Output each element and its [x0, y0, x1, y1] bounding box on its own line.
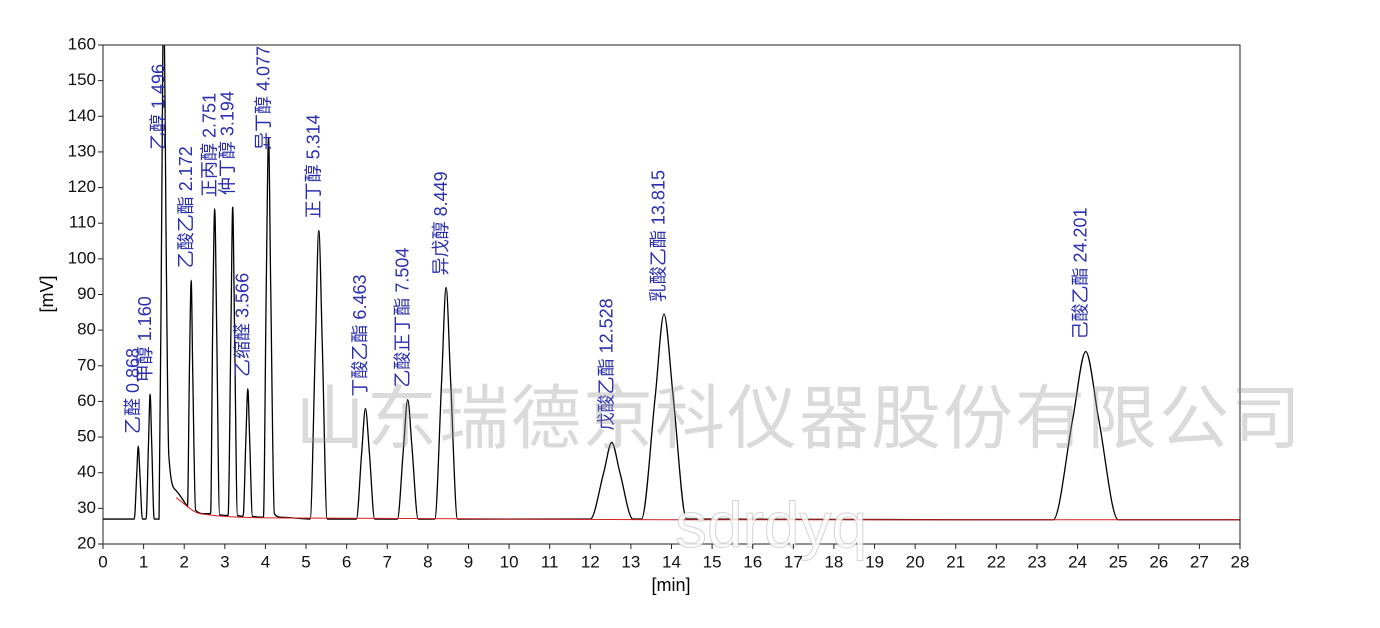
- x-tick-label: 9: [464, 552, 473, 571]
- y-tick-label: 140: [68, 106, 96, 125]
- x-tick-label: 14: [662, 552, 681, 571]
- y-tick-label: 50: [77, 427, 96, 446]
- peak-label: 丁酸乙酯 6.463: [350, 275, 370, 397]
- x-tick-label: 8: [423, 552, 432, 571]
- y-tick-label: 80: [77, 320, 96, 339]
- x-tick-label: 6: [342, 552, 351, 571]
- baseline-trace: [175, 497, 1240, 521]
- peak-label: 乙酸正丁酯 7.504: [392, 248, 412, 388]
- x-tick-label: 15: [703, 552, 722, 571]
- x-tick-label: 25: [1109, 552, 1128, 571]
- peak-label: 乳酸乙酯 13.815: [649, 170, 669, 302]
- x-tick-label: 5: [301, 552, 310, 571]
- peak-label: 乙醛 0.868: [123, 348, 143, 434]
- x-tick-label: 3: [220, 552, 229, 571]
- x-tick-label: 24: [1068, 552, 1087, 571]
- x-tick-label: 4: [261, 552, 270, 571]
- y-tick-label: 110: [69, 213, 96, 232]
- x-tick-label: 20: [906, 552, 925, 571]
- y-tick-label: 60: [77, 391, 96, 410]
- x-tick-label: 16: [743, 552, 762, 571]
- y-tick-label: 30: [77, 498, 96, 517]
- y-tick-label: 70: [77, 355, 96, 374]
- x-tick-label: 1: [139, 552, 148, 571]
- y-axis-label: [mV]: [37, 275, 57, 312]
- x-tick-label: 26: [1149, 552, 1168, 571]
- x-tick-label: 23: [1028, 552, 1047, 571]
- plot-area: [103, 45, 1240, 521]
- y-tick-label: 150: [68, 70, 96, 89]
- peak-label: 正丙醇 2.751: [199, 93, 219, 197]
- peak-label: 异丁醇 4.077: [253, 46, 273, 150]
- peak-label: 己酸乙酯 24.201: [1070, 207, 1090, 339]
- x-tick-label: 2: [179, 552, 188, 571]
- x-tick-label: 28: [1231, 552, 1250, 571]
- x-tick-label: 13: [621, 552, 640, 571]
- peak-label: 乙酸乙酯 2.172: [176, 146, 196, 268]
- peak-label: 乙醇 1.496: [148, 64, 168, 150]
- y-tick-label: 40: [77, 462, 96, 481]
- peak-label: 仲丁醇 3.194: [217, 91, 237, 195]
- peak-label: 正丁醇 5.314: [304, 114, 324, 218]
- x-tick-label: 10: [500, 552, 519, 571]
- x-tick-label: 11: [541, 552, 559, 571]
- peak-label: 乙缩醛 3.566: [233, 273, 253, 377]
- y-tick-label: 20: [77, 533, 96, 552]
- x-tick-label: 22: [987, 552, 1006, 571]
- x-tick-label: 7: [383, 552, 392, 571]
- x-tick-label: 12: [581, 552, 600, 571]
- y-tick-label: 160: [68, 34, 96, 53]
- peak-label: 戊酸乙酯 12.528: [596, 298, 616, 430]
- x-tick-label: 19: [865, 552, 884, 571]
- watermark: 山东瑞德京科仪器股份有限公司: [295, 379, 1303, 457]
- y-tick-label: 120: [68, 177, 96, 196]
- x-tick-label: 18: [824, 552, 843, 571]
- x-tick-label: 17: [784, 552, 803, 571]
- y-tick-label: 130: [68, 141, 96, 160]
- y-tick-label: 100: [68, 248, 96, 267]
- peak-label: 甲醇 1.160: [135, 296, 155, 382]
- y-tick-label: 90: [77, 284, 96, 303]
- x-axis-label: [min]: [651, 575, 690, 595]
- x-tick-label: 27: [1190, 552, 1209, 571]
- x-tick-label: 21: [946, 552, 965, 571]
- peak-label: 异戊醇 8.449: [431, 171, 451, 275]
- signal-trace: [103, 45, 1240, 521]
- watermark: sdrdyq: [675, 489, 867, 561]
- x-tick-label: 0: [98, 552, 107, 571]
